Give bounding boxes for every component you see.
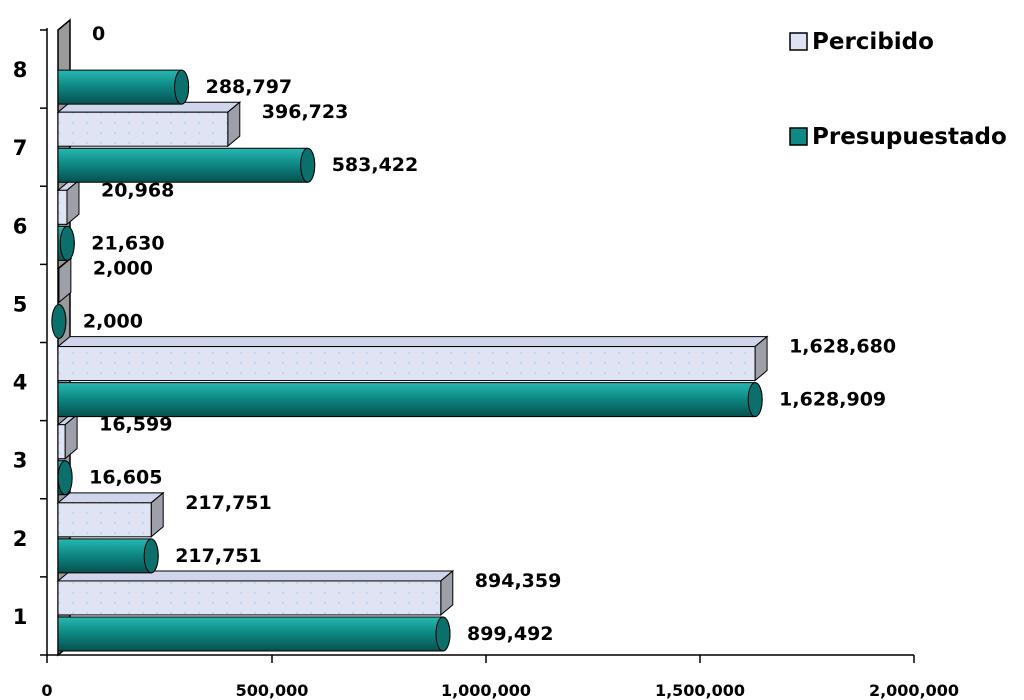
bar-presupuestado-cap — [174, 69, 190, 105]
category-label: 6 — [13, 214, 28, 238]
category-label: 2 — [13, 527, 28, 551]
value-label-presupuestado: 1,628,909 — [779, 389, 886, 411]
bar-presupuestado-cap — [51, 303, 67, 339]
category-label: 1 — [13, 605, 28, 629]
bar-presupuestado — [57, 538, 159, 574]
x-tick-label: 1,500,000 — [655, 681, 745, 700]
legend-swatch-percibido — [789, 32, 808, 51]
value-label-presupuestado: 288,797 — [206, 76, 293, 98]
value-label-percibido: 396,723 — [262, 101, 349, 123]
bar-percibido — [57, 424, 66, 460]
legend-label-percibido: Percibido — [812, 29, 934, 55]
bar-presupuestado — [57, 616, 451, 652]
legend-swatch-presupuestado — [789, 127, 808, 146]
bar-presupuestado — [57, 382, 763, 418]
legend: Percibido Presupuestado — [789, 29, 1007, 150]
bar-percibido-top — [56, 336, 769, 348]
axes: 0 500,000 1,000,000 1,500,000 2,000,000 1 2 3 4 5… — [13, 28, 959, 700]
bar-presupuestado — [57, 147, 316, 183]
value-label-percibido: 217,751 — [185, 492, 272, 514]
bar-presupuestado-cap — [435, 616, 451, 652]
category-label: 3 — [13, 449, 28, 473]
value-label-presupuestado: 21,630 — [91, 232, 164, 254]
bar-presupuestado-cap — [57, 460, 73, 496]
bar-percibido — [57, 580, 442, 616]
category-label: 8 — [13, 58, 28, 82]
bars — [51, 69, 769, 652]
category-label: 4 — [13, 371, 28, 395]
bar-presupuestado — [57, 69, 190, 105]
bar-presupuestado-cap — [59, 225, 75, 261]
value-label-percibido: 894,359 — [475, 570, 562, 592]
bar-presupuestado-cap — [300, 147, 316, 183]
data-labels: 894,359 899,492 217,751 217,751 16,599 16,605… — [83, 23, 896, 645]
value-label-presupuestado: 217,751 — [175, 545, 262, 567]
x-tick-label: 0 — [41, 681, 52, 700]
value-label-presupuestado: 899,492 — [467, 623, 554, 645]
value-label-presupuestado: 2,000 — [83, 310, 143, 332]
bar-percibido — [57, 346, 756, 382]
legend-label-presupuestado: Presupuestado — [812, 124, 1007, 150]
value-label-percibido: 1,628,680 — [789, 336, 896, 358]
bar-percibido — [57, 189, 68, 225]
x-tick-label: 1,000,000 — [441, 681, 531, 700]
category-label: 7 — [13, 136, 28, 160]
value-label-presupuestado: 16,605 — [89, 467, 162, 489]
value-label-percibido: 20,968 — [101, 179, 174, 201]
bar-percibido-top — [56, 492, 165, 504]
bar-percibido — [57, 502, 152, 538]
value-label-percibido: 2,000 — [93, 257, 153, 279]
value-label-percibido: 16,599 — [99, 414, 172, 436]
x-tick-label: 500,000 — [236, 681, 309, 700]
value-label-percibido: 0 — [92, 23, 105, 45]
category-label: 5 — [13, 292, 28, 316]
x-tick-label: 2,000,000 — [869, 681, 959, 700]
bar-percibido — [57, 267, 60, 303]
bar-presupuestado-cap — [747, 382, 763, 418]
bar-presupuestado-cap — [143, 538, 159, 574]
value-label-presupuestado: 583,422 — [332, 154, 419, 176]
bar-percibido — [57, 111, 229, 147]
